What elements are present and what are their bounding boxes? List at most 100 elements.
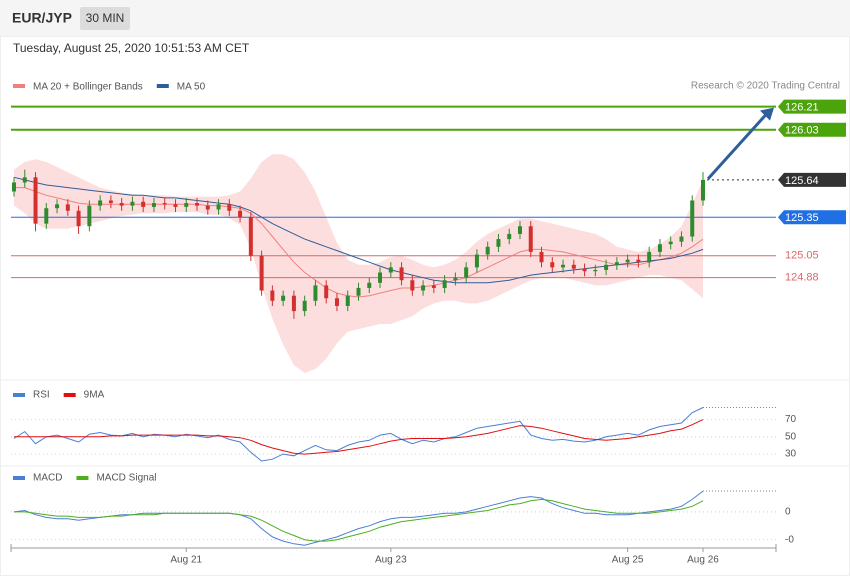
candle-body <box>528 226 533 252</box>
candle-body <box>98 200 103 206</box>
x-tick-label: Aug 25 <box>612 555 644 566</box>
candle-body <box>22 177 27 183</box>
timeframe-pill[interactable] <box>80 7 130 30</box>
candle-body <box>216 204 221 210</box>
candle-body <box>604 264 609 270</box>
candle-body <box>690 200 695 237</box>
y-tick-label: 0 <box>785 507 791 518</box>
timestamp: Tuesday, August 25, 2020 10:51:53 AM CET <box>13 41 250 55</box>
candle-body <box>496 239 501 247</box>
candle-body <box>464 267 469 278</box>
legend-swatch <box>63 393 76 397</box>
moving-average <box>13 176 704 284</box>
candle-body <box>270 290 275 301</box>
y-tick-label: 70 <box>785 414 797 425</box>
candle-body <box>410 280 415 291</box>
candle-body <box>442 280 447 288</box>
candle-body <box>87 205 92 227</box>
candle-body <box>302 300 307 312</box>
header-bar <box>0 0 850 36</box>
timeframe[interactable]: 30 MIN <box>86 11 125 25</box>
candle-body <box>334 298 339 306</box>
candle-body <box>324 285 329 299</box>
candle-body <box>313 285 318 301</box>
candle-body <box>593 269 598 272</box>
candle-body <box>614 262 619 265</box>
level-label: 126.21 <box>785 101 819 113</box>
candle-body <box>55 204 60 209</box>
candle-body <box>195 203 200 206</box>
candle-body <box>561 264 566 268</box>
candle-body <box>205 205 210 210</box>
candle-body <box>281 295 286 301</box>
candle-body <box>582 268 587 272</box>
y-tick-label: 30 <box>785 449 797 460</box>
candle-body <box>141 201 146 207</box>
candle-body <box>356 287 361 296</box>
candle-body <box>76 210 81 227</box>
level-label: 125.05 <box>785 250 819 262</box>
candle-body <box>119 203 124 206</box>
candle-body <box>345 295 350 306</box>
candle-body <box>507 233 512 240</box>
level-tag <box>778 122 846 137</box>
candle-body <box>227 204 232 211</box>
legend-label: MACD <box>33 473 62 484</box>
indicator-line <box>13 407 704 462</box>
level-label: 125.64 <box>785 175 819 187</box>
candle-body <box>173 204 178 207</box>
candle-body <box>378 272 383 283</box>
level-tag <box>778 172 846 187</box>
indicator-line <box>14 498 704 542</box>
candle-body <box>550 262 555 268</box>
candle-body <box>259 255 264 291</box>
x-tick-label: Aug 26 <box>687 555 719 566</box>
candle-body <box>33 177 38 224</box>
candle-body <box>238 210 243 218</box>
x-tick-label: Aug 21 <box>170 555 202 566</box>
candle-body <box>44 208 49 224</box>
legend-label: RSI <box>33 390 50 401</box>
candle-body <box>636 259 641 263</box>
candle-body <box>65 204 70 211</box>
candle-body <box>571 264 576 269</box>
candle-body <box>485 246 490 255</box>
level-label: 124.88 <box>785 272 819 284</box>
level-tag <box>778 210 846 225</box>
legend-swatch <box>13 84 25 88</box>
legend-swatch <box>13 476 25 480</box>
y-tick-label: -0 <box>785 534 794 545</box>
legend-swatch <box>156 84 169 88</box>
candle-body <box>151 203 156 207</box>
candle-body <box>668 241 673 245</box>
candle-body <box>625 259 630 263</box>
level-label: 125.35 <box>785 212 819 224</box>
candle-body <box>701 179 705 201</box>
candle-body <box>388 267 393 273</box>
source: Research © 2020 Trading Central <box>691 81 840 92</box>
candle-body <box>12 182 16 192</box>
candle-body <box>539 251 544 263</box>
symbol: EUR/JYP <box>12 10 72 26</box>
candle-body <box>474 254 479 268</box>
forecast-arrow <box>706 113 768 180</box>
indicator-line <box>14 419 704 455</box>
candle-body <box>399 267 404 281</box>
legend-swatch <box>13 393 25 397</box>
candle-body <box>421 285 426 291</box>
candle-body <box>453 277 458 281</box>
legend-label: 9MA <box>84 390 105 401</box>
candle-body <box>657 244 662 252</box>
y-tick-label: 50 <box>785 431 797 442</box>
candle-body <box>108 200 113 204</box>
candle-body <box>367 282 372 288</box>
level-label: 126.03 <box>785 125 819 137</box>
candle-body <box>291 295 296 312</box>
candle-body <box>184 203 189 207</box>
legend-label: MA 50 <box>177 82 206 93</box>
candle-body <box>431 285 436 288</box>
legend-swatch <box>76 476 89 480</box>
candle-body <box>130 201 135 206</box>
candle-body <box>679 236 684 242</box>
